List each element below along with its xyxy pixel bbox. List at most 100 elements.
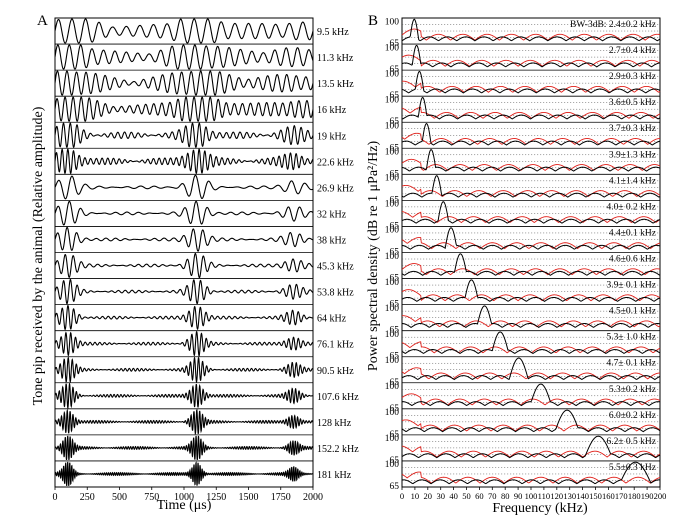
x-tick-label: 0 <box>53 492 58 503</box>
y-tick-label: 65 <box>390 221 400 231</box>
noise-spectrum <box>401 289 661 302</box>
bandwidth-label: 4.7± 0.1 kHz <box>606 359 656 369</box>
y-tick-label: 65 <box>390 143 400 153</box>
tone-spectrum <box>401 305 661 329</box>
y-tick-label: 65 <box>390 300 400 310</box>
bandwidth-label: 2.7±0.4 kHz <box>609 46 656 56</box>
bandwidth-label: 4.6±0.6 kHz <box>609 255 656 265</box>
y-tick-label: 100 <box>385 460 400 470</box>
y-tick-label: 100 <box>385 252 400 262</box>
waveform-trace <box>54 148 314 175</box>
noise-spectrum <box>401 54 661 67</box>
x-tick-label: 1000 <box>174 492 194 503</box>
frequency-label: 152.2 kHz <box>317 444 359 455</box>
x-tick-label: 110 <box>538 491 550 501</box>
panel-b-y-axis-label: Power spectral density (dB re 1 μPa²/Hz) <box>366 141 381 372</box>
tone-spectrum <box>401 122 661 146</box>
tone-spectrum <box>401 44 661 68</box>
y-tick-label: 100 <box>385 278 400 288</box>
x-tick-label: 180 <box>628 491 641 501</box>
panel-b: B Power spectral density (dB re 1 μPa²/H… <box>366 13 666 516</box>
tone-spectrum <box>401 435 661 459</box>
bandwidth-label: 3.7±0.3 kHz <box>609 124 656 134</box>
y-tick-label: 100 <box>385 304 400 314</box>
frequency-label: 128 kHz <box>317 418 352 429</box>
y-tick-label: 100 <box>385 174 400 184</box>
y-tick-label: 65 <box>390 456 400 466</box>
x-tick-label: 20 <box>424 491 433 501</box>
x-tick-label: 170 <box>615 491 628 501</box>
x-tick-label: 30 <box>436 491 445 501</box>
frequency-label: 9.5 kHz <box>317 27 349 38</box>
bandwidth-label: 6.2± 0.5 kHz <box>606 437 656 447</box>
y-tick-label: 65 <box>390 274 400 284</box>
waveform-trace <box>54 278 314 305</box>
panel-a-x-ticks: 0 250 500 750 1000 1250 1500 1750 2000 <box>53 487 323 503</box>
y-tick-label: 100 <box>385 69 400 79</box>
x-tick-label: 50 <box>462 491 471 501</box>
panel-b-x-axis-label: Frequency (kHz) <box>492 501 588 516</box>
y-tick-label: 65 <box>390 91 400 101</box>
x-tick-label: 10 <box>411 491 420 501</box>
tone-spectrum <box>401 331 661 355</box>
frequency-label: 45.3 kHz <box>317 262 354 273</box>
noise-spectrum <box>401 445 661 458</box>
frequency-label: 11.3 kHz <box>317 53 354 64</box>
x-tick-label: 190 <box>641 491 654 501</box>
tone-spectrum <box>401 18 661 42</box>
x-tick-label: 0 <box>400 491 404 501</box>
y-tick-label: 100 <box>385 95 400 105</box>
y-tick-label: 100 <box>385 148 400 158</box>
tone-spectrum <box>401 96 661 120</box>
x-tick-label: 200 <box>654 491 667 501</box>
panel-a-letter: A <box>37 13 48 29</box>
noise-spectrum <box>401 367 661 380</box>
panel-a-x-axis-label: Time (μs) <box>157 498 212 513</box>
x-tick-label: 40 <box>449 491 458 501</box>
frequency-label: 76.1 kHz <box>317 340 354 351</box>
waveform-trace <box>54 408 314 436</box>
x-tick-label: 2000 <box>303 492 323 503</box>
waveform-trace <box>54 435 314 461</box>
frequency-label: 19 kHz <box>317 131 347 142</box>
noise-spectrum <box>401 28 661 41</box>
tone-spectrum <box>401 70 661 94</box>
waveform-trace <box>54 96 314 122</box>
bandwidth-label: 5.3± 1.0 kHz <box>606 333 656 343</box>
y-tick-label: 100 <box>385 226 400 236</box>
frequency-label: 32 kHz <box>317 209 347 220</box>
panel-a-traces: 9.5 kHz 11.3 kHz 13.5 kHz 16 kHz 19 kHz 22.6 … <box>54 17 359 488</box>
tone-spectrum <box>401 201 661 224</box>
noise-spectrum <box>401 106 661 119</box>
tone-spectrum <box>401 149 661 172</box>
waveform-trace <box>54 122 314 149</box>
y-tick-label: 65 <box>390 430 400 440</box>
panel-b-letter: B <box>368 13 378 29</box>
x-tick-label: 80 <box>501 491 510 501</box>
tone-spectrum <box>401 279 661 302</box>
bandwidth-label: BW-3dB: 2.4±0.2 kHz <box>570 20 656 30</box>
frequency-label: 22.6 kHz <box>317 157 354 168</box>
x-tick-label: 130 <box>563 491 576 501</box>
frequency-label: 13.5 kHz <box>317 79 354 90</box>
y-tick-label: 65 <box>390 248 400 258</box>
y-tick-label: 100 <box>385 43 400 53</box>
y-tick-label: 65 <box>390 352 400 362</box>
y-tick-label: 100 <box>385 434 400 444</box>
waveform-trace <box>54 18 314 44</box>
x-tick-label: 150 <box>589 491 602 501</box>
tone-spectrum <box>401 227 661 250</box>
frequency-label: 38 kHz <box>317 235 347 246</box>
frequency-label: 16 kHz <box>317 105 347 116</box>
frequency-label: 53.8 kHz <box>317 288 354 299</box>
x-tick-label: 140 <box>576 491 589 501</box>
x-tick-label: 1750 <box>271 492 291 503</box>
bandwidth-label: 3.9±1.3 kHz <box>609 150 656 160</box>
tone-spectrum <box>401 357 661 381</box>
tone-spectrum <box>401 175 661 198</box>
y-tick-label: 65 <box>390 117 400 127</box>
y-tick-label: 100 <box>385 121 400 131</box>
panel-a-y-axis-label: Tone pip received by the animal (Relativ… <box>31 106 46 405</box>
frequency-label: 26.9 kHz <box>317 183 354 194</box>
